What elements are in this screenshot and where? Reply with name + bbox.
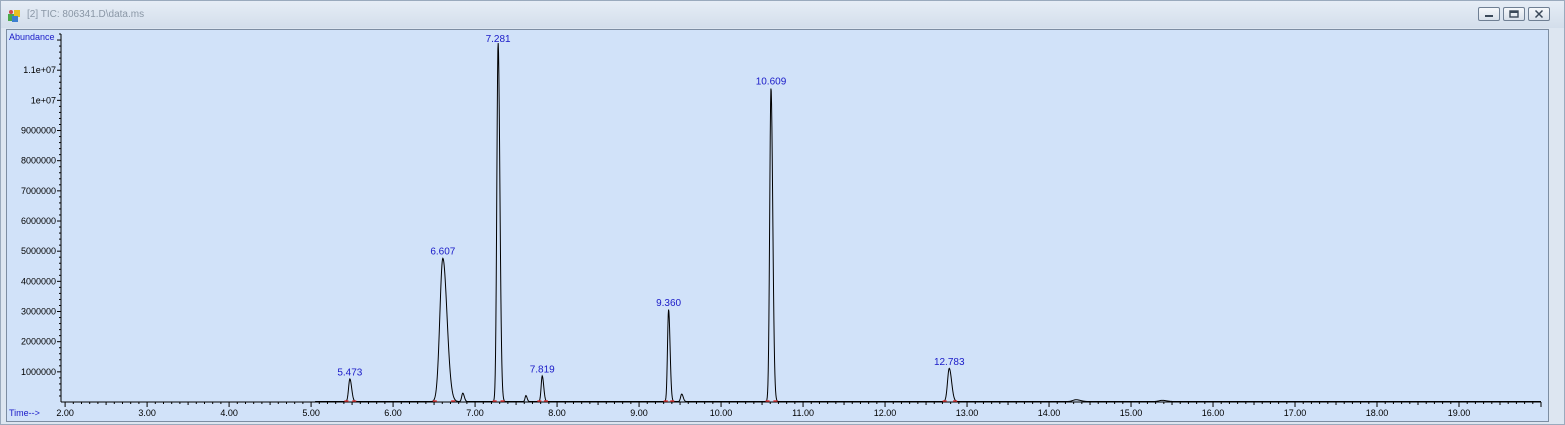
x-axis-label: Time--> — [9, 408, 40, 418]
x-tick-label: 5.00 — [302, 408, 320, 418]
y-tick-label: 6000000 — [21, 216, 56, 226]
x-tick-label: 15.00 — [1120, 408, 1143, 418]
x-tick-label: 4.00 — [220, 408, 238, 418]
x-tick-label: 10.00 — [710, 408, 733, 418]
y-tick-label: 5000000 — [21, 246, 56, 256]
peak-label[interactable]: 7.281 — [486, 34, 511, 45]
peak-label[interactable]: 12.783 — [934, 357, 965, 368]
x-tick-label: 6.00 — [384, 408, 402, 418]
x-tick-label: 17.00 — [1284, 408, 1307, 418]
x-tick-label: 16.00 — [1202, 408, 1225, 418]
y-tick-label: 3000000 — [21, 307, 56, 317]
x-tick-label: 7.00 — [466, 408, 484, 418]
x-tick-label: 12.00 — [874, 408, 897, 418]
x-tick-label: 19.00 — [1448, 408, 1471, 418]
x-tick-label: 9.00 — [630, 408, 648, 418]
minimize-button[interactable] — [1478, 7, 1500, 21]
x-tick-label: 14.00 — [1038, 408, 1061, 418]
y-tick-label: 8000000 — [21, 156, 56, 166]
tic-trace-line — [314, 43, 1541, 403]
close-icon — [1534, 9, 1544, 19]
restore-icon — [1509, 10, 1519, 18]
chromatogram-chart: 2.00 3.00 4.00 5.00 6.00 7.00 8.00 9.00 10.00 11.… — [9, 32, 1542, 418]
x-tick-label: 11.00 — [792, 408, 814, 418]
y-tick-label: 1e+07 — [31, 95, 56, 105]
peak-label[interactable]: 9.360 — [656, 298, 681, 309]
y-axis-label: Abundance — [9, 32, 55, 42]
peak-label[interactable]: 10.609 — [756, 76, 787, 87]
close-button[interactable] — [1528, 7, 1550, 21]
chemstation-app-icon — [8, 10, 20, 22]
minimize-icon — [1485, 15, 1493, 17]
y-tick-label: 7000000 — [21, 186, 56, 196]
peak-label[interactable]: 5.473 — [337, 367, 362, 378]
y-tick-label: 2000000 — [21, 337, 56, 347]
window-titlebar[interactable]: [2] TIC: 806341.D\data.ms — [1, 1, 1564, 28]
peak-label[interactable]: 6.607 — [430, 247, 455, 258]
chromatogram-plot-area[interactable]: 2.00 3.00 4.00 5.00 6.00 7.00 8.00 9.00 10.00 11.… — [6, 29, 1549, 422]
x-tick-label: 3.00 — [138, 408, 156, 418]
x-tick-label: 18.00 — [1366, 408, 1389, 418]
y-tick-label: 4000000 — [21, 276, 56, 286]
y-tick-label: 9000000 — [21, 126, 56, 136]
peak-label[interactable]: 7.819 — [530, 364, 555, 375]
restore-button[interactable] — [1503, 7, 1525, 21]
window-title: [2] TIC: 806341.D\data.ms — [27, 9, 145, 20]
y-tick-label: 1.1e+07 — [23, 65, 56, 75]
x-tick-label: 13.00 — [956, 408, 979, 418]
y-tick-label: 1000000 — [21, 367, 56, 377]
x-tick-label: 8.00 — [548, 408, 566, 418]
x-tick-label: 2.00 — [56, 408, 74, 418]
